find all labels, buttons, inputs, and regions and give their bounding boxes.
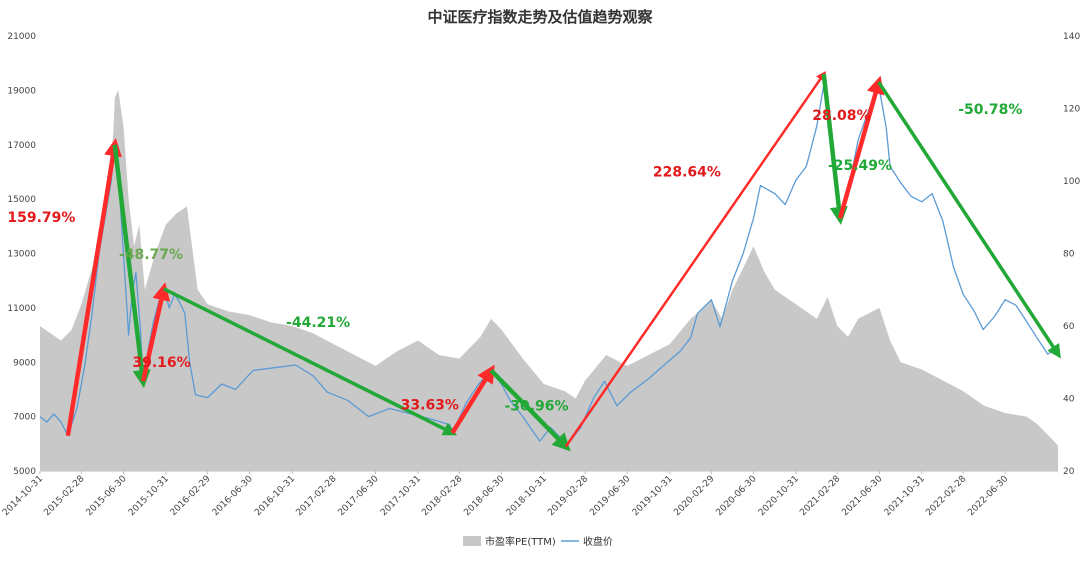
swing-arrow-8 bbox=[821, 73, 848, 225]
x-tick-label-17: 2020-06-30 bbox=[715, 474, 759, 518]
x-tick-label-12: 2018-10-31 bbox=[505, 474, 549, 518]
x-tick-label-19: 2021-02-28 bbox=[798, 474, 842, 518]
y-left-tick-1: 7000 bbox=[13, 413, 36, 423]
x-tick-label-9: 2017-10-31 bbox=[379, 474, 423, 518]
swing-arrow-6 bbox=[489, 368, 571, 452]
x-tick-label-5: 2016-06-30 bbox=[211, 474, 255, 518]
swing-arrow-9 bbox=[837, 75, 885, 219]
swing-arrow-7 bbox=[564, 71, 826, 448]
x-tick-label-23: 2022-06-30 bbox=[966, 474, 1010, 518]
y-left-tick-8: 21000 bbox=[7, 32, 36, 42]
legend-label-close: 收盘价 bbox=[583, 535, 613, 548]
swing-labels-layer: 159.79% -48.77% 39.16% -44.21% 33.63% -30.96%… bbox=[7, 102, 1022, 414]
x-tick-label-6: 2016-10-31 bbox=[253, 474, 297, 518]
y-left-tick-3: 11000 bbox=[7, 304, 36, 314]
swing-arrows-layer bbox=[65, 71, 1061, 452]
swing-label-9: 28.08% bbox=[812, 108, 870, 124]
swing-arrow-3 bbox=[140, 282, 171, 382]
y-right-tick-1: 40 bbox=[1063, 395, 1075, 405]
x-tick-label-8: 2017-06-30 bbox=[337, 474, 381, 518]
swing-label-7: 228.64% bbox=[653, 164, 721, 180]
x-tick-label-21: 2021-10-31 bbox=[883, 474, 927, 518]
pe-area bbox=[40, 90, 1058, 472]
x-tick-label-13: 2019-02-28 bbox=[546, 474, 590, 518]
x-tick-label-10: 2018-02-28 bbox=[420, 474, 464, 518]
x-tick-label-14: 2019-06-30 bbox=[588, 474, 632, 518]
y-right-tick-2: 60 bbox=[1063, 322, 1075, 332]
close-line-layer bbox=[39, 84, 1059, 448]
x-tick-label-22: 2022-02-28 bbox=[924, 474, 968, 518]
y-left-tick-6: 17000 bbox=[7, 141, 36, 151]
swing-label-8: -25.49% bbox=[828, 158, 892, 174]
y-right-tick-4: 100 bbox=[1063, 177, 1080, 187]
swing-arrow-4 bbox=[163, 287, 458, 436]
swing-label-5: 33.63% bbox=[401, 398, 459, 414]
x-tick-label-11: 2018-06-30 bbox=[462, 474, 506, 518]
x-tick-label-20: 2021-06-30 bbox=[840, 474, 884, 518]
x-tick-label-2: 2015-06-30 bbox=[85, 474, 129, 518]
x-tick-label-15: 2019-10-31 bbox=[631, 474, 675, 518]
swing-arrow-5 bbox=[450, 364, 495, 435]
x-tick-label-3: 2015-10-31 bbox=[127, 474, 171, 518]
chart-title: 中证医疗指数走势及估值趋势观察 bbox=[427, 8, 653, 26]
swing-arrow-10 bbox=[877, 81, 1061, 359]
y-right-tick-5: 120 bbox=[1063, 105, 1080, 115]
x-tick-label-4: 2016-02-29 bbox=[169, 474, 213, 518]
y-left-tick-2: 9000 bbox=[13, 358, 36, 368]
x-tick-label-1: 2015-02-28 bbox=[42, 474, 86, 518]
swing-label-3: 39.16% bbox=[132, 355, 190, 371]
y-right-tick-3: 80 bbox=[1063, 250, 1075, 260]
pe-area-layer bbox=[40, 90, 1058, 472]
swing-arrow-2 bbox=[112, 144, 151, 389]
legend-label-pe: 市盈率PE(TTM) bbox=[485, 535, 556, 548]
x-tick-label-0: 2014-10-31 bbox=[1, 474, 45, 518]
y-left-tick-7: 19000 bbox=[7, 86, 36, 96]
x-tick-label-16: 2020-02-29 bbox=[672, 474, 716, 518]
legend: 市盈率PE(TTM) 收盘价 bbox=[463, 535, 613, 548]
swing-label-2: -48.77% bbox=[119, 247, 183, 263]
swing-label-10: -50.78% bbox=[958, 102, 1022, 118]
x-tick-label-18: 2020-10-31 bbox=[757, 474, 801, 518]
close-line bbox=[39, 84, 1059, 448]
swing-label-6: -30.96% bbox=[504, 399, 568, 415]
swing-label-4: -44.21% bbox=[286, 315, 350, 331]
swing-label-1: 159.79% bbox=[7, 210, 75, 226]
y-left-tick-5: 15000 bbox=[7, 195, 36, 205]
x-tick-label-7: 2017-02-28 bbox=[295, 474, 339, 518]
y-left-tick-0: 5000 bbox=[13, 467, 36, 477]
y-left-tick-4: 13000 bbox=[7, 250, 36, 260]
y-right-tick-0: 20 bbox=[1063, 467, 1075, 477]
y-right-tick-6: 140 bbox=[1063, 32, 1080, 42]
legend-swatch-pe bbox=[463, 536, 481, 546]
swing-arrow-1 bbox=[65, 138, 122, 437]
